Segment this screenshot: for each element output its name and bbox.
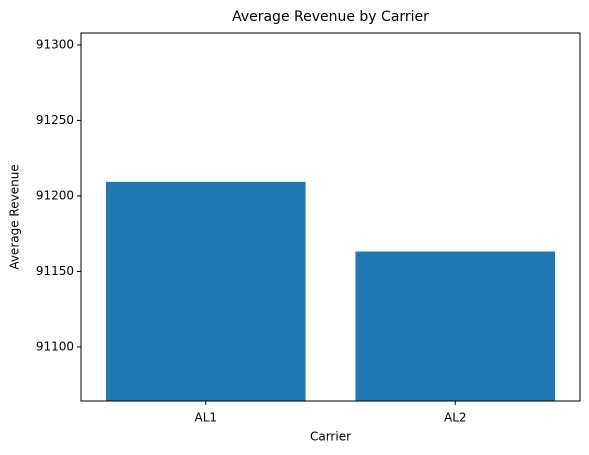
y-tick-label: 91300 (36, 37, 74, 51)
bar (355, 251, 556, 401)
plot-frame (80, 32, 581, 402)
x-tick-label: AL1 (194, 411, 217, 425)
x-axis-label: Carrier (310, 430, 351, 444)
y-tick-label: 91250 (36, 113, 74, 127)
chart-title: Average Revenue by Carrier (232, 9, 429, 25)
bar (105, 181, 306, 401)
y-tick-label: 91150 (36, 264, 74, 278)
x-tick-label: AL2 (444, 411, 467, 425)
y-axis-label: Average Revenue (8, 164, 22, 269)
y-tick-label: 91100 (36, 339, 74, 353)
y-tick-label: 91200 (36, 188, 74, 202)
